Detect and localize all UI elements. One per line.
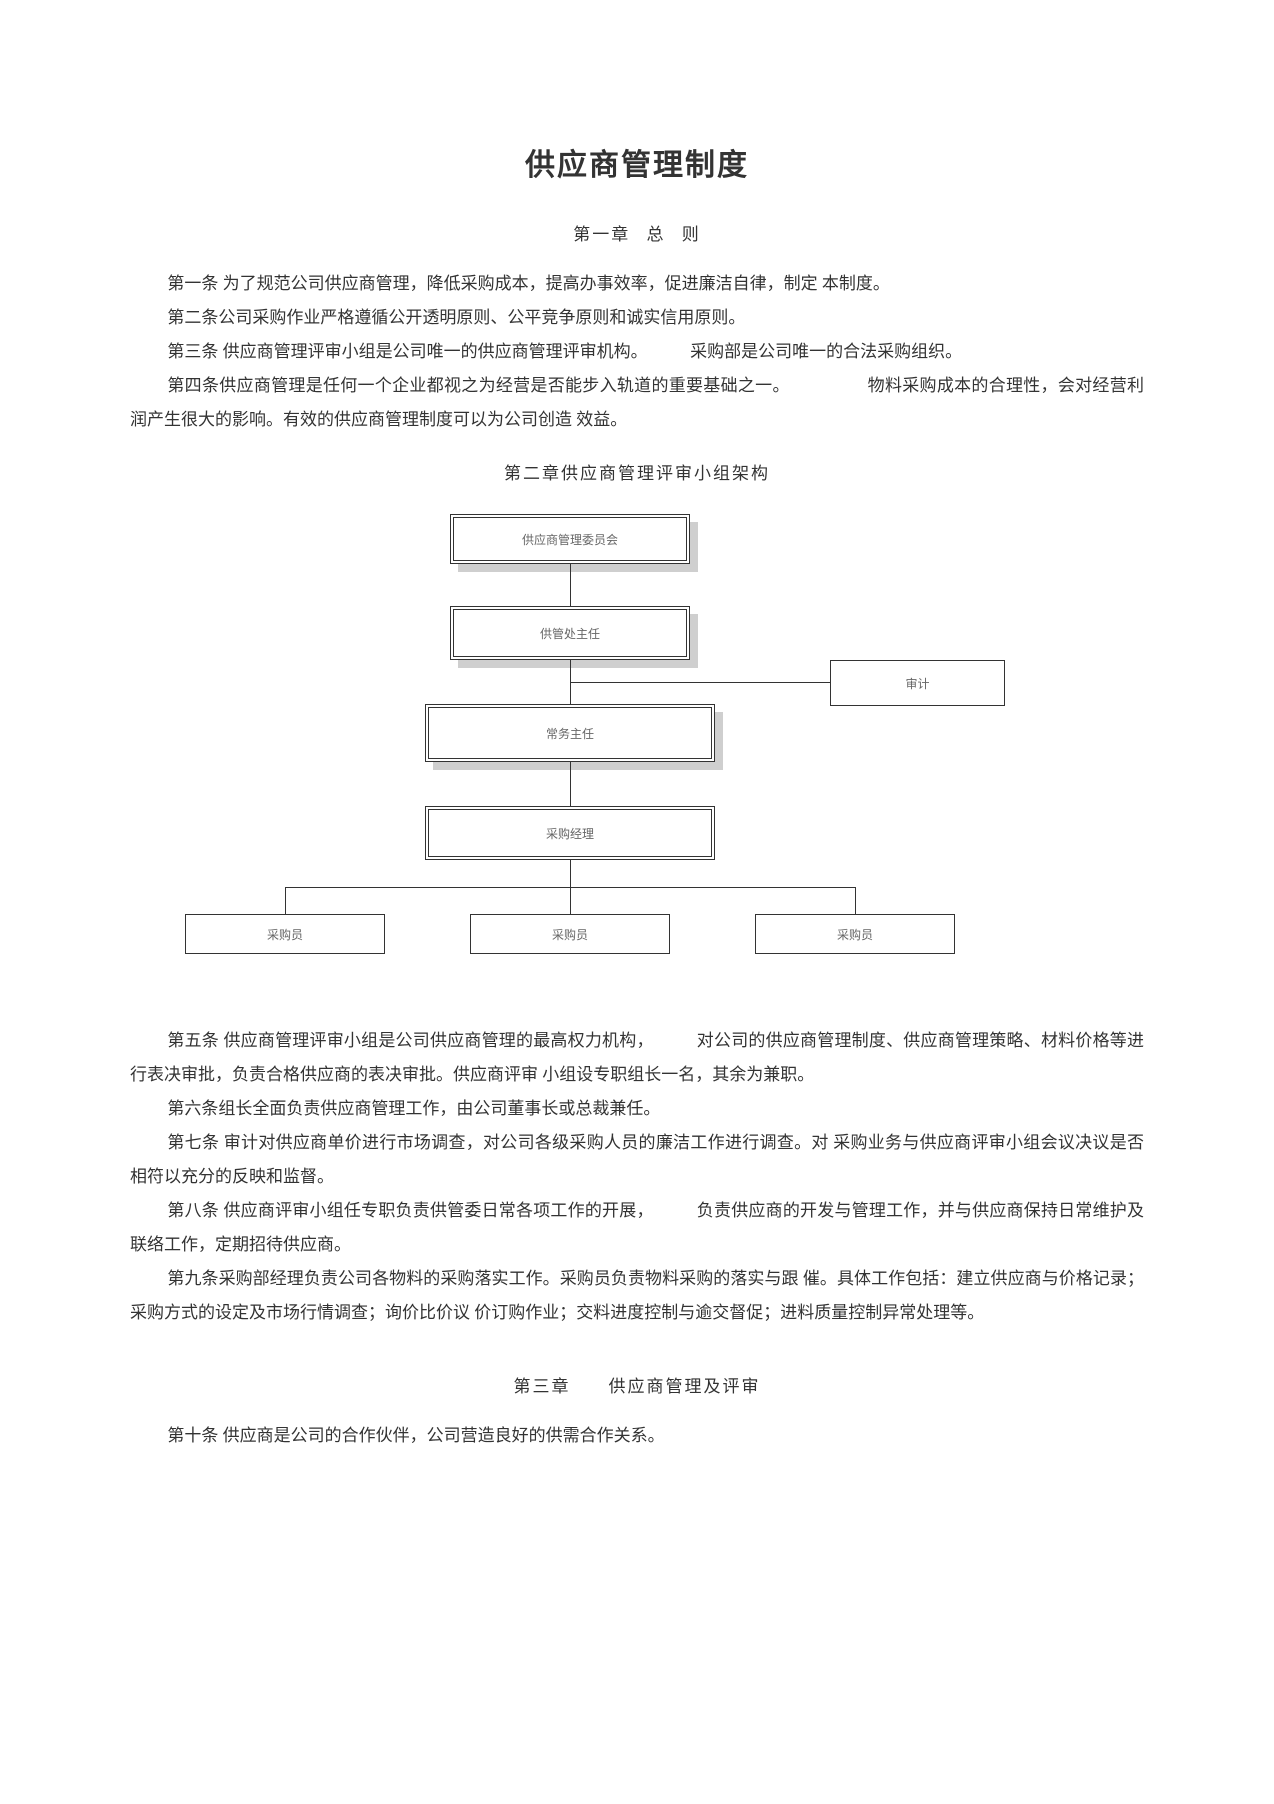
article-1: 第一条 为了规范公司供应商管理，降低采购成本，提高办事效率，促进廉洁自律，制定 …: [130, 267, 1144, 301]
org-node-b2: 采购员: [470, 914, 670, 954]
org-node-n4: 采购经理: [425, 806, 715, 860]
article-6: 第六条组长全面负责供应商管理工作，由公司董事长或总裁兼任。: [130, 1092, 1144, 1126]
document-page: 供应商管理制度 第一章 总 则 第一条 为了规范公司供应商管理，降低采购成本，提…: [0, 0, 1274, 1804]
article-5: 第五条 供应商管理评审小组是公司供应商管理的最高权力机构， 对公司的供应商管理制…: [130, 1024, 1144, 1092]
org-chart: 供应商管理委员会供管处主任常务主任采购经理 审计采购员 采购员 采购员: [130, 514, 1144, 994]
article-9: 第九条采购部经理负责公司各物料的采购落实工作。采购员负责物料采购的落实与跟 催。…: [130, 1262, 1144, 1330]
connector-line: [570, 564, 571, 606]
article-3: 第三条 供应商管理评审小组是公司唯一的供应商管理评审机构。 采购部是公司唯一的合…: [130, 335, 1144, 369]
connector-line: [855, 887, 856, 914]
org-node-b1: 采购员: [185, 914, 385, 954]
org-node-n3: 常务主任: [425, 704, 715, 762]
article-4: 第四条供应商管理是任何一个企业都视之为经营是否能步入轨道的重要基础之一。 物料采…: [130, 369, 1144, 437]
chapter-2-heading: 第二章供应商管理评审小组架构: [130, 459, 1144, 484]
chapter-1-heading: 第一章 总 则: [130, 220, 1144, 245]
chapter-3-heading: 第三章 供应商管理及评审: [130, 1372, 1144, 1397]
article-2: 第二条公司采购作业严格遵循公开透明原则、公平竞争原则和诚实信用原则。: [130, 301, 1144, 335]
connector-line: [570, 762, 571, 806]
connector-line: [570, 860, 571, 887]
document-title: 供应商管理制度: [130, 140, 1144, 184]
article-10: 第十条 供应商是公司的合作伙伴，公司营造良好的供需合作关系。: [130, 1419, 1144, 1453]
org-node-n1: 供应商管理委员会: [450, 514, 690, 564]
connector-line: [570, 887, 571, 914]
connector-line: [285, 887, 286, 914]
article-7: 第七条 审计对供应商单价进行市场调查，对公司各级采购人员的廉洁工作进行调查。对 …: [130, 1126, 1144, 1194]
org-node-b3: 采购员: [755, 914, 955, 954]
org-node-n5: 审计: [830, 660, 1005, 706]
article-8: 第八条 供应商评审小组任专职负责供管委日常各项工作的开展， 负责供应商的开发与管…: [130, 1194, 1144, 1262]
org-node-n2: 供管处主任: [450, 606, 690, 660]
